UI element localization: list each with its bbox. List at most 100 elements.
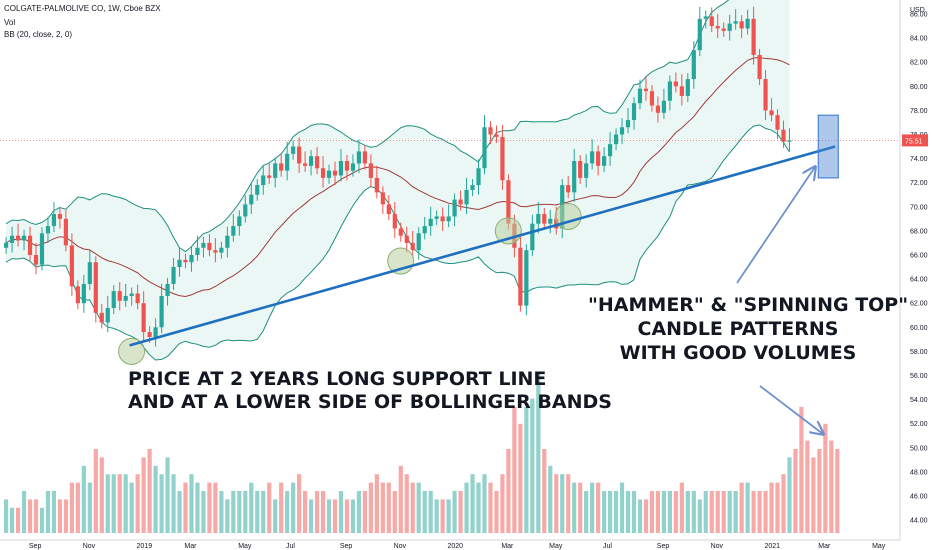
volume-bar[interactable] xyxy=(374,474,379,533)
candle[interactable] xyxy=(548,218,553,224)
candle[interactable] xyxy=(344,161,350,171)
candle[interactable] xyxy=(661,100,666,113)
volume-bar[interactable] xyxy=(404,474,409,533)
volume-bar[interactable] xyxy=(464,482,469,533)
volume-bar[interactable] xyxy=(643,499,649,533)
candle[interactable] xyxy=(231,226,236,236)
candle[interactable] xyxy=(368,163,373,178)
volume-bar[interactable] xyxy=(805,440,810,533)
volume-bar[interactable] xyxy=(811,457,816,533)
volume-bar[interactable] xyxy=(751,491,756,533)
candle[interactable] xyxy=(153,327,158,337)
pattern-highlight-box[interactable] xyxy=(817,114,839,179)
candle[interactable] xyxy=(781,129,786,142)
volume-bar[interactable] xyxy=(273,499,278,533)
volume-bar[interactable] xyxy=(667,491,672,533)
volume-bar[interactable] xyxy=(446,499,451,533)
volume-bar[interactable] xyxy=(470,474,475,533)
candle[interactable] xyxy=(320,168,326,178)
volume-bar[interactable] xyxy=(332,499,338,533)
volume-bar[interactable] xyxy=(153,465,158,533)
candle[interactable] xyxy=(165,283,170,296)
volume-bar[interactable] xyxy=(392,491,397,533)
volume-bar[interactable] xyxy=(494,491,499,533)
bollinger-basis-line[interactable] xyxy=(5,56,790,298)
volume-bar[interactable] xyxy=(231,491,236,533)
candle[interactable] xyxy=(93,262,98,313)
volume-bar[interactable] xyxy=(745,482,750,533)
candle[interactable] xyxy=(243,204,248,217)
volume-bar[interactable] xyxy=(45,491,51,533)
volume-bar[interactable] xyxy=(739,482,744,533)
candle[interactable] xyxy=(225,235,230,248)
volume-bar[interactable] xyxy=(213,482,218,533)
volume-bar[interactable] xyxy=(607,491,613,533)
volume-bar[interactable] xyxy=(159,474,164,533)
candle[interactable] xyxy=(27,235,33,255)
candle[interactable] xyxy=(338,161,344,176)
candle[interactable] xyxy=(458,199,463,205)
volume-bar[interactable] xyxy=(506,449,511,533)
volume-bar[interactable] xyxy=(416,482,421,533)
candle[interactable] xyxy=(715,26,720,29)
candle[interactable] xyxy=(488,127,493,135)
candle[interactable] xyxy=(135,293,140,304)
volume-bar[interactable] xyxy=(452,491,457,533)
volume-bar[interactable] xyxy=(291,482,296,533)
candle[interactable] xyxy=(117,291,122,301)
candle[interactable] xyxy=(213,250,218,253)
volume-bar[interactable] xyxy=(39,507,45,533)
volume-bar[interactable] xyxy=(410,482,415,533)
volume-bar[interactable] xyxy=(829,440,834,533)
candle[interactable] xyxy=(578,161,583,178)
volume-bar[interactable] xyxy=(135,474,140,533)
volume-bar[interactable] xyxy=(560,474,565,533)
candle[interactable] xyxy=(249,194,254,205)
volume-bar[interactable] xyxy=(793,449,798,533)
volume-bar[interactable] xyxy=(308,499,314,533)
volume-bar[interactable] xyxy=(763,491,768,533)
volume-bar[interactable] xyxy=(171,474,176,533)
volume-bar[interactable] xyxy=(799,407,804,533)
volume-bar[interactable] xyxy=(63,499,68,533)
candle[interactable] xyxy=(87,262,92,284)
candle[interactable] xyxy=(494,134,499,137)
candle[interactable] xyxy=(733,21,738,24)
candle[interactable] xyxy=(637,88,643,104)
candle[interactable] xyxy=(787,140,792,142)
candle[interactable] xyxy=(314,156,320,169)
candle[interactable] xyxy=(4,242,9,248)
candle[interactable] xyxy=(566,185,571,193)
candle[interactable] xyxy=(147,332,152,337)
candle[interactable] xyxy=(536,214,541,224)
volume-bar[interactable] xyxy=(81,465,86,533)
candle[interactable] xyxy=(201,242,206,248)
candle[interactable] xyxy=(81,283,86,304)
volume-bar[interactable] xyxy=(613,491,619,533)
candle[interactable] xyxy=(123,295,128,301)
candle[interactable] xyxy=(237,216,242,227)
candle[interactable] xyxy=(261,175,266,186)
candle[interactable] xyxy=(273,163,278,178)
volume-bar[interactable] xyxy=(781,474,786,533)
volume-bar[interactable] xyxy=(769,482,774,533)
candle[interactable] xyxy=(685,79,690,96)
candle[interactable] xyxy=(398,228,403,236)
candle[interactable] xyxy=(691,50,696,80)
candle[interactable] xyxy=(219,247,224,253)
candle[interactable] xyxy=(434,216,439,219)
candle[interactable] xyxy=(422,226,427,234)
volume-bar[interactable] xyxy=(661,491,666,533)
volume-bar[interactable] xyxy=(123,474,128,533)
candle[interactable] xyxy=(57,214,63,219)
candle[interactable] xyxy=(482,127,487,169)
volume-bar[interactable] xyxy=(584,491,589,533)
volume-bar[interactable] xyxy=(536,373,541,533)
volume-bar[interactable] xyxy=(4,499,9,533)
volume-bar[interactable] xyxy=(356,491,362,533)
volume-bar[interactable] xyxy=(721,491,726,533)
candle[interactable] xyxy=(350,163,356,171)
volume-bar[interactable] xyxy=(279,482,284,533)
volume-bar[interactable] xyxy=(649,491,655,533)
candle[interactable] xyxy=(679,86,684,96)
